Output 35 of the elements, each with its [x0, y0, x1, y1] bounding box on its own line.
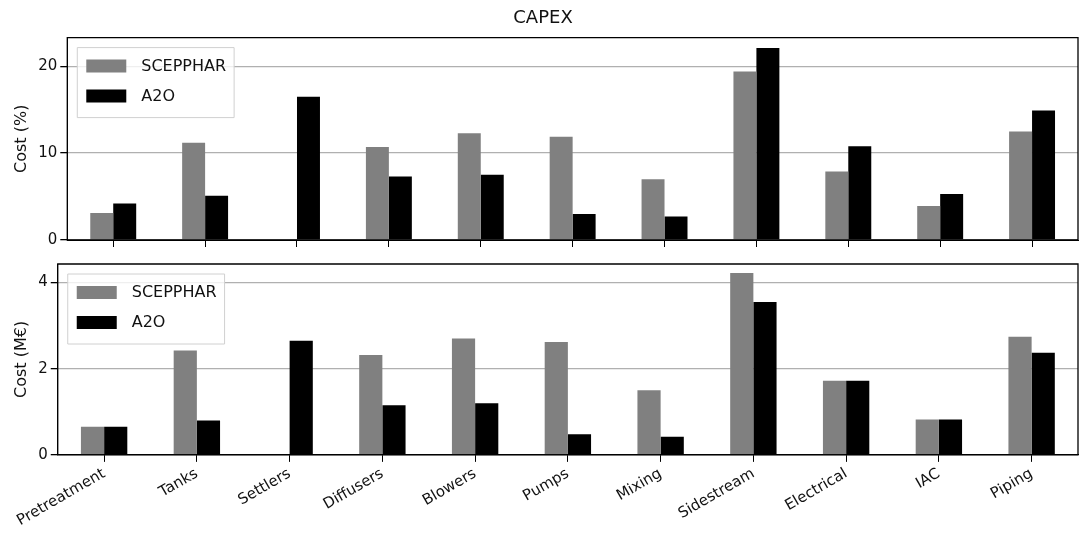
bar: [637, 390, 661, 455]
y-axis-title: Cost (%): [10, 104, 30, 173]
bar: [451, 338, 476, 455]
bar: [733, 71, 757, 240]
bar: [1009, 131, 1033, 240]
y-tick-label: 2: [38, 358, 48, 377]
bar: [365, 147, 389, 240]
bar: [1008, 336, 1032, 455]
bar: [730, 273, 754, 455]
bar: [80, 426, 105, 455]
bar: [457, 133, 481, 240]
bar: [359, 354, 383, 455]
y-tick-label: 4: [38, 272, 48, 291]
bar: [915, 419, 939, 455]
y-tick-label: 0: [38, 444, 48, 463]
x-tick-label: Tanks: [154, 463, 201, 501]
y-tick-label: 20: [38, 56, 58, 75]
legend-label: A2O: [131, 312, 166, 332]
bar: [90, 213, 114, 240]
x-tick-label: IAC: [912, 463, 943, 492]
bar: [641, 179, 665, 240]
bar: [549, 136, 573, 240]
chart-title: CAPEX: [513, 6, 573, 28]
bar: [825, 171, 849, 240]
bar: [917, 206, 941, 240]
bar: [822, 380, 847, 455]
y-axis-title: Cost (M€): [10, 320, 30, 398]
bar: [182, 142, 206, 240]
bar: [544, 341, 568, 455]
legend-label: A2O: [141, 85, 176, 105]
y-tick-label: 0: [47, 229, 58, 248]
y-tick-label: 10: [38, 143, 58, 162]
legend-label: SCEPPHAR: [131, 282, 217, 302]
bar: [173, 350, 197, 455]
legend-label: SCEPPHAR: [141, 55, 227, 75]
